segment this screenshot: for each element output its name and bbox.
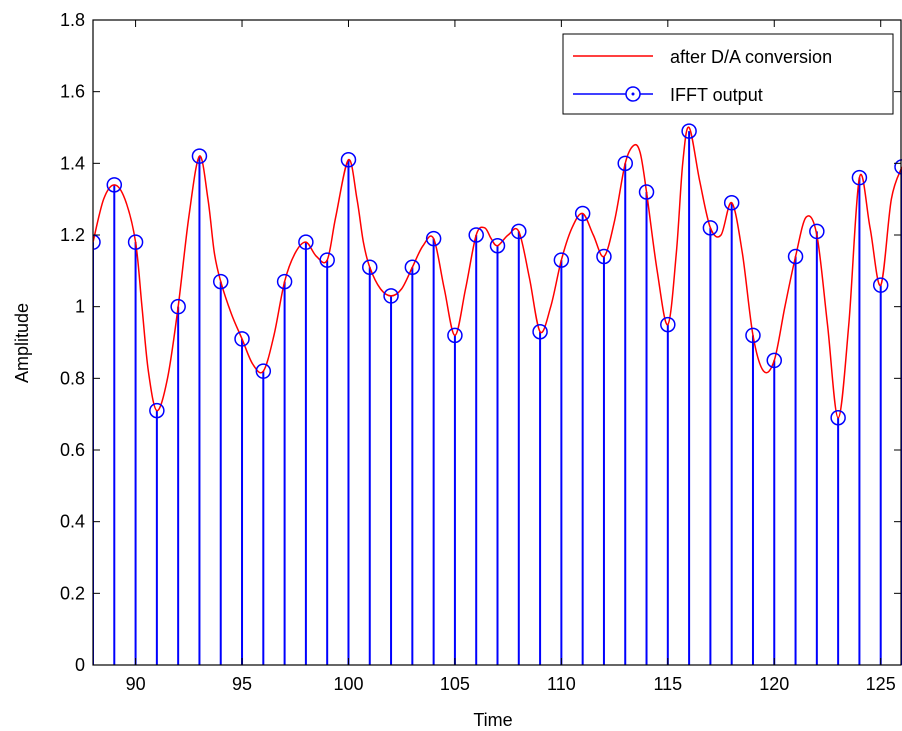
- stem-marker: [362, 259, 378, 275]
- stem-marker: [660, 316, 676, 333]
- y-tick-label: 1.4: [60, 153, 85, 173]
- stem-marker: [809, 223, 825, 240]
- stem-marker: [489, 238, 506, 254]
- stem-marker: [745, 327, 761, 344]
- stem-marker: [787, 248, 804, 265]
- legend-swatch-marker-dot: [631, 92, 635, 96]
- stem-marker: [127, 234, 144, 250]
- y-tick-label: 0: [75, 655, 85, 675]
- stem-marker: [532, 324, 548, 340]
- x-tick-label: 95: [232, 674, 252, 694]
- stem-marker: [681, 123, 697, 139]
- stem-marker: [93, 234, 101, 250]
- legend-label: after D/A conversion: [670, 47, 832, 67]
- stem-marker: [298, 234, 314, 250]
- x-axis-label: Time: [473, 710, 512, 730]
- stem-marker: [255, 363, 272, 379]
- plot-area: [93, 123, 902, 665]
- plot-clip-group: [93, 123, 902, 665]
- x-tick-label: 115: [653, 674, 682, 694]
- stem-marker: [212, 273, 229, 290]
- stem-marker: [234, 331, 250, 347]
- legend-label: IFFT output: [670, 85, 763, 105]
- stem-marker: [894, 159, 902, 175]
- stem-marker: [617, 155, 633, 172]
- stem-marker: [830, 410, 846, 426]
- stem-marker: [425, 230, 442, 247]
- stem-marker: [383, 288, 399, 304]
- x-tick-label: 125: [866, 674, 896, 694]
- y-axis-label: Amplitude: [12, 303, 32, 383]
- x-tick-label: 90: [126, 674, 146, 694]
- x-tick-label: 110: [547, 674, 576, 694]
- stem-marker: [723, 195, 740, 211]
- stem-marker: [638, 184, 655, 200]
- stem-marker: [447, 327, 463, 344]
- y-tick-label: 0.8: [60, 368, 85, 388]
- legend-box: [562, 33, 894, 115]
- stem-marker: [511, 223, 527, 240]
- stem-marker: [553, 252, 570, 268]
- da-conversion-line: [93, 126, 902, 419]
- stem-marker: [574, 205, 591, 222]
- x-tick-label: 120: [759, 674, 789, 694]
- stem-marker: [106, 177, 123, 193]
- y-tick-label: 0.6: [60, 440, 85, 460]
- legend: after D/A conversion IFFT output: [562, 33, 894, 115]
- stem-marker: [596, 248, 612, 265]
- stem-marker: [170, 298, 186, 315]
- y-tick-label: 1.6: [60, 82, 85, 102]
- stem-marker: [340, 152, 357, 168]
- x-tick-label: 100: [333, 674, 363, 694]
- y-tick-label: 1.8: [60, 10, 85, 30]
- stem-marker: [319, 252, 335, 268]
- axes-box: [92, 19, 902, 666]
- y-tick-label: 0.2: [60, 583, 85, 603]
- y-tick-label: 0.4: [60, 512, 85, 532]
- stem-marker: [276, 273, 293, 290]
- y-tick-label: 1: [75, 297, 85, 317]
- stem-marker: [149, 402, 165, 419]
- stem-marker: [404, 259, 421, 275]
- stem-marker: [468, 227, 484, 243]
- stem-marker: [872, 277, 889, 293]
- axes: 0 0.2 0.4 0.6 0.8 1 1.2 1.4 1.6 1.8 90 95 100 105 110 1…: [60, 10, 902, 694]
- stem-marker: [191, 148, 208, 164]
- stem-marker: [851, 169, 868, 186]
- stem-marker: [766, 352, 783, 369]
- x-tick-label: 105: [440, 674, 470, 694]
- y-tick-label: 1.2: [60, 225, 85, 245]
- stem-marker: [702, 220, 719, 236]
